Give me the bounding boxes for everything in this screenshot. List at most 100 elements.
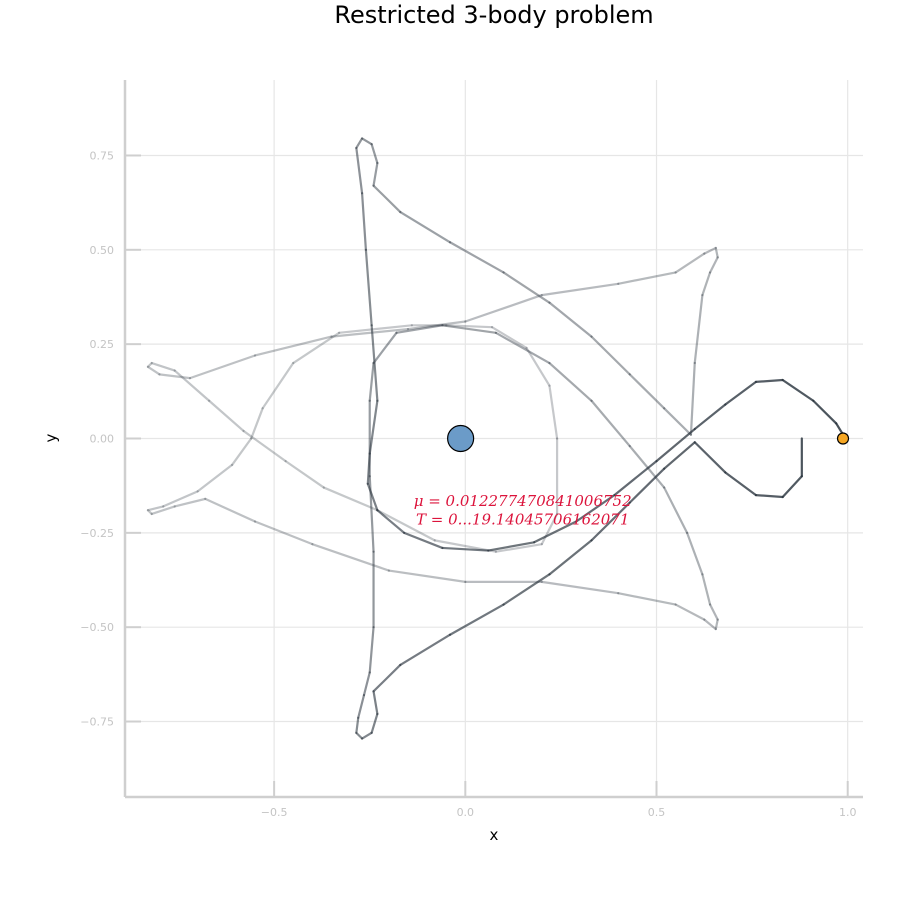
grid-lines bbox=[125, 80, 863, 797]
trajectory-segment-76 bbox=[173, 497, 207, 508]
trajectory-segment-9 bbox=[533, 520, 578, 544]
trajectory-segment-49 bbox=[146, 361, 153, 368]
trajectory-segment-96 bbox=[395, 324, 444, 334]
trajectory-segment-18 bbox=[364, 248, 373, 327]
trajectory-segment-24 bbox=[372, 161, 379, 187]
secondary-body-marker bbox=[836, 432, 850, 445]
trajectory-segment-3 bbox=[754, 378, 784, 383]
trajectory-segment-93 bbox=[548, 361, 593, 402]
trajectory-segment-29 bbox=[548, 301, 593, 338]
trajectory-segment-90 bbox=[663, 486, 689, 534]
trajectory-segment-30 bbox=[590, 335, 631, 376]
trajectory-segment-103 bbox=[362, 671, 371, 697]
trajectory-segment-94 bbox=[494, 331, 551, 365]
trajectory-segment-62 bbox=[525, 346, 551, 387]
trajectory-segment-32 bbox=[663, 407, 693, 436]
trajectory-segment-111 bbox=[399, 633, 452, 667]
trajectory-segment-97 bbox=[372, 331, 398, 365]
trajectory-segment-118 bbox=[693, 441, 727, 474]
x-axis-label: x bbox=[490, 826, 499, 844]
y-axis-label: y bbox=[42, 433, 60, 442]
x-tick-label-3: 1.0 bbox=[839, 806, 857, 819]
trajectory-segment-17 bbox=[370, 324, 379, 402]
axes bbox=[123, 80, 863, 799]
trajectory-segment-92 bbox=[590, 399, 631, 448]
y-tick-label-0: 0.75 bbox=[90, 149, 115, 162]
trajectory-segment-105 bbox=[355, 716, 360, 734]
trajectory-segment-74 bbox=[146, 509, 153, 516]
trajectory-segment-50 bbox=[150, 361, 176, 372]
trajectory-segment-36 bbox=[708, 256, 719, 274]
trajectory-segment-72 bbox=[162, 490, 199, 508]
trajectory-segment-8 bbox=[575, 494, 616, 523]
trajectory-segment-33 bbox=[689, 361, 696, 436]
chart-title: Restricted 3-body problem bbox=[334, 1, 653, 29]
trajectory-segment-25 bbox=[372, 184, 402, 214]
trajectory-segment-22 bbox=[360, 137, 373, 146]
trajectory-segment-12 bbox=[403, 531, 444, 550]
trajectory-segment-2 bbox=[781, 378, 815, 402]
trajectory-segment-68 bbox=[261, 361, 295, 410]
trajectory-segment-1 bbox=[812, 399, 838, 425]
trajectory-segment-110 bbox=[372, 663, 402, 693]
trajectory-segment-47 bbox=[158, 373, 192, 380]
trajectory-segment-88 bbox=[701, 573, 712, 606]
trajectory-segment-13 bbox=[376, 509, 406, 534]
trajectory-segment-44 bbox=[330, 327, 410, 338]
trajectory-segment-85 bbox=[703, 618, 717, 631]
trajectory-segment-117 bbox=[663, 441, 696, 470]
primary-body-marker bbox=[447, 424, 475, 453]
trajectory-segment-108 bbox=[370, 712, 379, 734]
trajectory-segment-48 bbox=[146, 365, 161, 376]
trajectory-segment-59 bbox=[540, 512, 559, 546]
trajectory-segment-35 bbox=[701, 271, 712, 297]
trajectory-segment-116 bbox=[628, 467, 666, 504]
trajectory-segment-6 bbox=[655, 427, 696, 463]
trajectory-segment-102 bbox=[368, 626, 375, 674]
trajectory-segment-98 bbox=[368, 361, 375, 402]
trajectory-segment-83 bbox=[617, 592, 677, 606]
trajectory-segment-41 bbox=[540, 282, 620, 297]
trajectory-segment-16 bbox=[368, 399, 379, 455]
trajectory-segment-61 bbox=[548, 384, 559, 440]
trajectory-segment-42 bbox=[464, 294, 543, 323]
trajectory-segment-27 bbox=[448, 241, 505, 274]
trajectory-segment-91 bbox=[628, 444, 666, 489]
annotation-1: T = 0...19.14045706162071 bbox=[416, 511, 629, 529]
trajectory-segment-69 bbox=[250, 407, 264, 440]
trajectory-segment-21 bbox=[355, 137, 364, 150]
trajectory-segment-75 bbox=[150, 505, 176, 516]
trajectory-segment-31 bbox=[628, 373, 666, 410]
trajectory-segment-20 bbox=[355, 146, 364, 195]
trajectory-segment-113 bbox=[502, 573, 551, 606]
trajectory-segment-79 bbox=[311, 543, 390, 572]
tick-labels: −0.5 0.0 0.5 1.0 0.75 0.50 0.25 0.00 −0.25 −0.50 −… bbox=[80, 149, 856, 819]
trajectory-segment-23 bbox=[370, 143, 379, 165]
trajectory-segment-56 bbox=[376, 509, 436, 542]
trajectory-segment-66 bbox=[338, 324, 413, 334]
y-tick-label-6: −0.75 bbox=[80, 716, 114, 729]
trajectory-segment-80 bbox=[387, 569, 467, 584]
y-tick-label-4: −0.25 bbox=[80, 527, 114, 540]
trajectory-segment-119 bbox=[724, 471, 758, 497]
trajectory-segment-57 bbox=[433, 539, 498, 553]
y-tick-label-1: 0.50 bbox=[90, 244, 115, 257]
trajectory-segment-70 bbox=[230, 437, 253, 467]
bodies bbox=[447, 424, 850, 453]
trajectory-segment-87 bbox=[708, 603, 719, 621]
trajectory-segment-26 bbox=[399, 210, 452, 244]
trajectory-segment-37 bbox=[714, 246, 719, 259]
trajectory-segment-19 bbox=[360, 192, 367, 251]
trajectory-segment-53 bbox=[242, 429, 287, 463]
y-tick-label-2: 0.25 bbox=[90, 338, 115, 351]
trajectory-segment-84 bbox=[674, 603, 706, 621]
trajectory-segment-67 bbox=[292, 331, 341, 365]
trajectory-segment-4 bbox=[724, 380, 758, 406]
trajectory-segment-58 bbox=[494, 543, 543, 553]
trajectory-segment-107 bbox=[360, 731, 373, 740]
annotation-0: μ = 0.012277470841006752 bbox=[414, 492, 632, 510]
x-tick-label-1: 0.0 bbox=[457, 806, 475, 819]
trajectory-segment-82 bbox=[540, 580, 620, 595]
